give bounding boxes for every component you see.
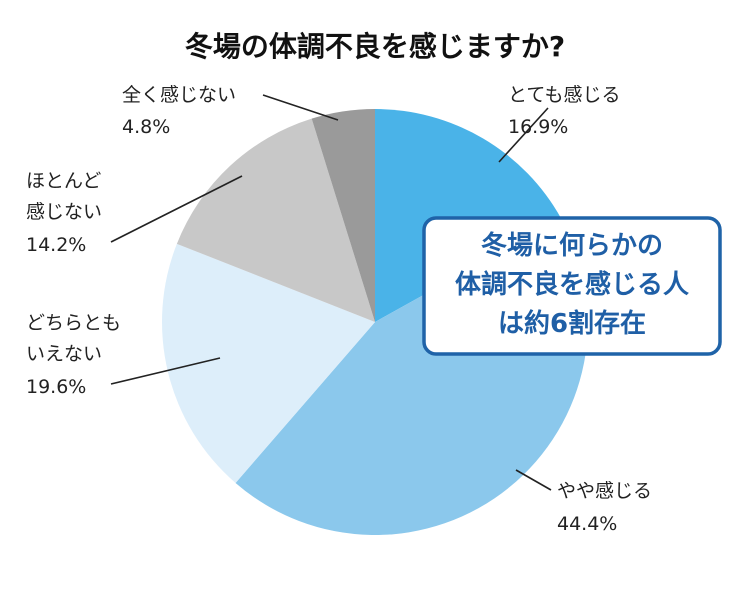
leader-line-2 — [515, 469, 552, 491]
callout-line-2: 体調不良を感じる人 — [455, 269, 689, 300]
slice-label-1: とても感じる — [508, 84, 620, 106]
slice-value-3: 19.6% — [26, 376, 86, 398]
pie-slice-1 — [375, 109, 562, 322]
slice-label-3-line-2: いえない — [26, 343, 102, 365]
slice-label-3-line-1: どちらとも — [26, 312, 121, 334]
leader-line-5 — [262, 94, 339, 121]
slice-label-4-line-2: 感じない — [26, 201, 102, 223]
callout: 冬場に何らかの 体調不良を感じる人 は約6割存在 — [422, 216, 722, 356]
slice-label-4-line-1: ほとんど — [26, 170, 101, 192]
slice-label-5: 全く感じない — [122, 84, 236, 106]
slice-value-2: 44.4% — [557, 513, 617, 535]
slice-label-2: やや感じる — [557, 480, 652, 502]
callout-line-3: は約6割存在 — [498, 308, 646, 339]
pie-slice-4 — [176, 118, 375, 322]
pie-slice-5 — [311, 109, 375, 322]
slice-value-5: 4.8% — [122, 116, 170, 138]
leader-line-3 — [110, 357, 221, 385]
leader-line-4 — [110, 175, 243, 243]
slice-value-4: 14.2% — [26, 234, 86, 256]
callout-box — [422, 216, 722, 356]
slice-value-1: 16.9% — [508, 116, 568, 138]
pie-slice-3 — [162, 243, 375, 483]
chart-title: 冬場の体調不良を感じますか? — [185, 30, 565, 63]
callout-line-1: 冬場に何らかの — [481, 231, 663, 261]
leader-line-1 — [498, 107, 549, 163]
